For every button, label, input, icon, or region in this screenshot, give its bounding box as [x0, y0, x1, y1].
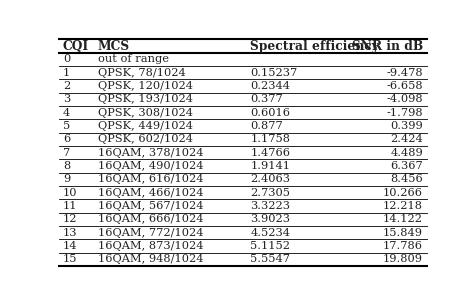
Text: 10: 10	[63, 188, 77, 198]
Text: CQI: CQI	[63, 40, 89, 52]
Text: 10.266: 10.266	[383, 188, 423, 198]
Text: 16QAM, 490/1024: 16QAM, 490/1024	[98, 161, 203, 171]
Text: 0.877: 0.877	[250, 121, 283, 131]
Text: 16QAM, 616/1024: 16QAM, 616/1024	[98, 174, 203, 184]
Text: 0: 0	[63, 54, 70, 64]
Text: QPSK, 308/1024: QPSK, 308/1024	[98, 108, 193, 118]
Text: 17.786: 17.786	[383, 241, 423, 251]
Text: 16QAM, 378/1024: 16QAM, 378/1024	[98, 148, 203, 158]
Text: 4: 4	[63, 108, 70, 118]
Text: 5.1152: 5.1152	[250, 241, 290, 251]
Text: 13: 13	[63, 228, 77, 238]
Text: 6.367: 6.367	[390, 161, 423, 171]
Text: 19.809: 19.809	[383, 254, 423, 264]
Text: 2: 2	[63, 81, 70, 91]
Text: 0.399: 0.399	[390, 121, 423, 131]
Text: QPSK, 193/1024: QPSK, 193/1024	[98, 94, 193, 104]
Text: QPSK, 449/1024: QPSK, 449/1024	[98, 121, 193, 131]
Text: 5.5547: 5.5547	[250, 254, 290, 264]
Text: 16QAM, 466/1024: 16QAM, 466/1024	[98, 188, 203, 198]
Text: -6.658: -6.658	[386, 81, 423, 91]
Text: 5: 5	[63, 121, 70, 131]
Text: 4.489: 4.489	[390, 148, 423, 158]
Text: 1: 1	[63, 68, 70, 78]
Text: 6: 6	[63, 134, 70, 144]
Text: 3: 3	[63, 94, 70, 104]
Text: -4.098: -4.098	[386, 94, 423, 104]
Text: 0.15237: 0.15237	[250, 68, 298, 78]
Text: 1.4766: 1.4766	[250, 148, 290, 158]
Text: Spectral efficiency: Spectral efficiency	[250, 40, 379, 52]
Text: 14: 14	[63, 241, 77, 251]
Text: 16QAM, 772/1024: 16QAM, 772/1024	[98, 228, 203, 238]
Text: 0.2344: 0.2344	[250, 81, 290, 91]
Text: 16QAM, 948/1024: 16QAM, 948/1024	[98, 254, 203, 264]
Text: 15: 15	[63, 254, 77, 264]
Text: 14.122: 14.122	[383, 214, 423, 224]
Text: 2.4063: 2.4063	[250, 174, 290, 184]
Text: 7: 7	[63, 148, 70, 158]
Text: -9.478: -9.478	[386, 68, 423, 78]
Text: 4.5234: 4.5234	[250, 228, 290, 238]
Text: 16QAM, 873/1024: 16QAM, 873/1024	[98, 241, 203, 251]
Text: 1.9141: 1.9141	[250, 161, 290, 171]
Text: 16QAM, 666/1024: 16QAM, 666/1024	[98, 214, 203, 224]
Text: 8: 8	[63, 161, 70, 171]
Text: 3.9023: 3.9023	[250, 214, 290, 224]
Text: -1.798: -1.798	[386, 108, 423, 118]
Text: 0.6016: 0.6016	[250, 108, 290, 118]
Text: MCS: MCS	[98, 40, 130, 52]
Text: 2.424: 2.424	[390, 134, 423, 144]
Text: 9: 9	[63, 174, 70, 184]
Text: 8.456: 8.456	[390, 174, 423, 184]
Text: 2.7305: 2.7305	[250, 188, 290, 198]
Text: 16QAM, 567/1024: 16QAM, 567/1024	[98, 201, 203, 211]
Text: 3.3223: 3.3223	[250, 201, 290, 211]
Text: SNR in dB: SNR in dB	[352, 40, 423, 52]
Text: 1.1758: 1.1758	[250, 134, 290, 144]
Text: 12.218: 12.218	[383, 201, 423, 211]
Text: 0.377: 0.377	[250, 94, 283, 104]
Text: QPSK, 602/1024: QPSK, 602/1024	[98, 134, 193, 144]
Text: 12: 12	[63, 214, 77, 224]
Text: out of range: out of range	[98, 54, 169, 64]
Text: QPSK, 78/1024: QPSK, 78/1024	[98, 68, 186, 78]
Text: 15.849: 15.849	[383, 228, 423, 238]
Text: QPSK, 120/1024: QPSK, 120/1024	[98, 81, 193, 91]
Text: 11: 11	[63, 201, 77, 211]
